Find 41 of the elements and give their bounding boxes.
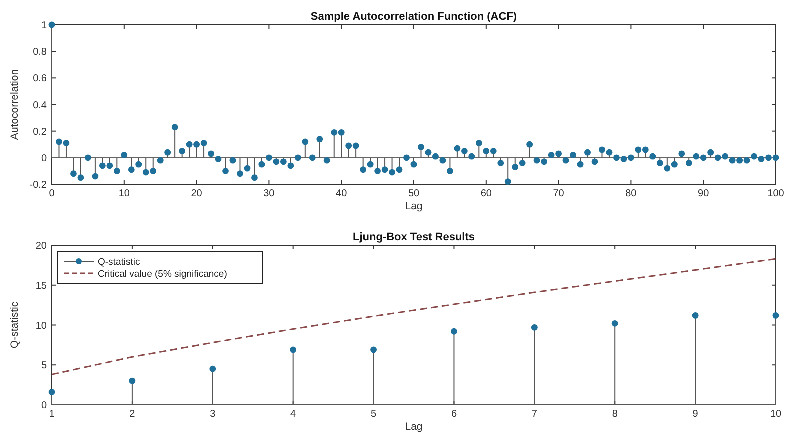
y-tick-label: 5 [41,360,48,372]
x-tick-label: 100 [768,188,785,200]
chart-title: Ljung-Box Test Results [352,232,476,244]
y-tick-label: 0 [41,153,48,164]
x-tick-label: 7 [532,409,538,420]
x-tick-label: 0 [49,188,56,200]
y-tick-label: 20 [36,241,48,252]
x-tick-label: 3 [210,409,216,420]
chart-title: Sample Autocorrelation Function (ACF) [310,11,518,23]
x-tick-label: 40 [336,188,348,200]
x-axis-title: Lag [405,421,423,433]
x-tick-label: 4 [290,409,297,420]
y-tick-label: 0.4 [33,100,48,112]
y-tick-label: 15 [36,280,48,292]
x-tick-label: 70 [553,188,565,200]
legend-label: Q-statistic [98,257,140,268]
x-tick-label: 6 [451,409,458,420]
y-tick-label: -0.2 [30,180,48,191]
y-tick-label: 10 [36,320,48,332]
x-tick-label: 5 [370,409,377,420]
x-tick-label: 2 [130,409,136,420]
x-tick-label: 90 [698,188,710,200]
legend-label: Critical value (5% significance) [98,269,228,280]
y-axis-title: Autocorrelation [9,69,21,140]
x-tick-label: 50 [408,188,420,200]
x-tick-label: 20 [191,188,203,200]
x-tick-label: 10 [118,188,130,200]
y-tick-label: 1 [41,20,48,32]
y-tick-label: 0.8 [33,47,48,58]
y-tick-label: 0.6 [33,74,48,85]
x-axis-title: Lag [405,200,423,212]
x-tick-label: 9 [692,409,699,420]
x-tick-label: 30 [264,188,276,200]
x-tick-label: 60 [480,188,492,200]
x-tick-label: 8 [612,409,618,420]
x-tick-label: 10 [770,409,782,420]
y-tick-label: 0.2 [33,126,48,138]
y-tick-label: 0 [41,400,48,412]
x-tick-label: 80 [626,188,638,200]
x-tick-label: 1 [49,409,56,420]
y-axis-title: Q-statistic [9,302,21,349]
